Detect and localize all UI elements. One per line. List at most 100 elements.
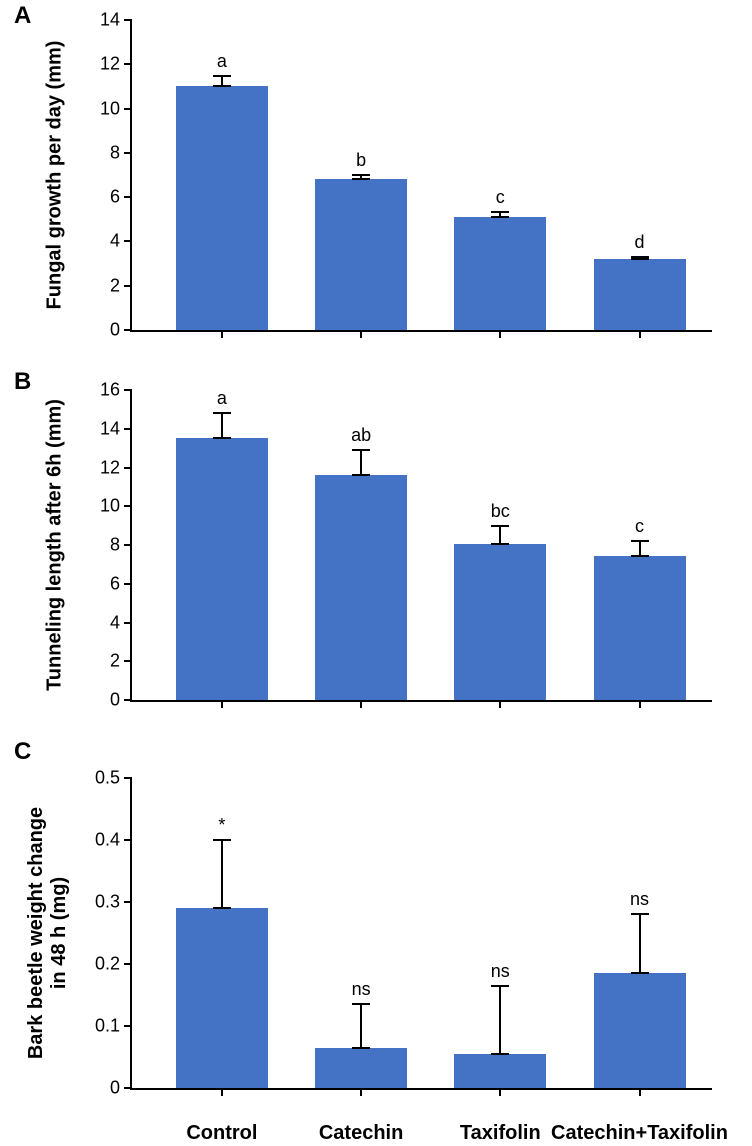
errorbar-base-cap (491, 1053, 509, 1055)
ytick (124, 901, 132, 903)
errorbar-base-cap (352, 178, 370, 180)
x-axis-label: Catechin (319, 1122, 403, 1145)
x-axis-label: Taxifolin (460, 1122, 541, 1145)
ytick-label: 12 (100, 457, 120, 478)
panel-label-b: B (14, 368, 31, 396)
errorbar-cap (631, 913, 649, 915)
errorbar-stem (221, 840, 223, 908)
xtick (221, 700, 223, 708)
ytick-label: 6 (110, 187, 120, 208)
ytick-label: 0 (110, 1078, 120, 1099)
ytick (124, 660, 132, 662)
ytick-label: 2 (110, 651, 120, 672)
xtick (221, 330, 223, 338)
errorbar-cap (352, 449, 370, 451)
ytick (124, 467, 132, 469)
panel-label-a: A (14, 2, 31, 30)
xtick (639, 1088, 641, 1096)
ytick-label: 14 (100, 418, 120, 439)
significance-label: c (496, 187, 505, 208)
ytick (124, 389, 132, 391)
ytick-label: 10 (100, 98, 120, 119)
errorbar-stem (639, 914, 641, 973)
ytick (124, 544, 132, 546)
errorbar-base-cap (213, 437, 231, 439)
errorbar-stem (639, 541, 641, 556)
xtick (499, 1088, 501, 1096)
ytick (124, 1087, 132, 1089)
significance-label: a (217, 388, 227, 409)
errorbar-cap (491, 985, 509, 987)
bar (454, 217, 546, 330)
x-axis-label: Control (186, 1122, 257, 1145)
errorbar-cap (491, 211, 509, 213)
ytick (124, 1025, 132, 1027)
errorbar-stem (221, 413, 223, 438)
significance-label: b (356, 150, 366, 171)
ytick (124, 329, 132, 331)
bar (176, 438, 268, 700)
xtick (639, 700, 641, 708)
bar (594, 556, 686, 700)
ytick-label: 4 (110, 612, 120, 633)
significance-label: a (217, 51, 227, 72)
ytick (124, 839, 132, 841)
significance-label: ab (351, 425, 371, 446)
ytick (124, 196, 132, 198)
errorbar-base-cap (631, 258, 649, 260)
errorbar-cap (213, 412, 231, 414)
errorbar-base-cap (491, 543, 509, 545)
ytick-label: 0 (110, 690, 120, 711)
y-axis-title-a: Fungal growth per day (mm) (44, 41, 67, 310)
errorbar-base-cap (213, 907, 231, 909)
ytick (124, 240, 132, 242)
errorbar-base-cap (491, 216, 509, 218)
errorbar-base-cap (631, 972, 649, 974)
ytick-label: 16 (100, 380, 120, 401)
ytick (124, 699, 132, 701)
errorbar-cap (352, 174, 370, 176)
x-axis-label: Catechin+Taxifolin (551, 1122, 728, 1145)
ytick-label: 0.2 (95, 954, 120, 975)
errorbar-stem (499, 986, 501, 1054)
ytick-label: 0.5 (95, 768, 120, 789)
ytick (124, 622, 132, 624)
xtick (360, 330, 362, 338)
ytick-label: 4 (110, 231, 120, 252)
errorbar-stem (360, 1004, 362, 1047)
bar (594, 973, 686, 1088)
ytick-label: 10 (100, 496, 120, 517)
significance-label: bc (491, 501, 510, 522)
bar (176, 86, 268, 330)
bar (594, 259, 686, 330)
ytick (124, 583, 132, 585)
ytick (124, 428, 132, 430)
y-axis-title-c: Bark beetle weight changein 48 h (mg) (25, 778, 71, 1088)
ytick (124, 505, 132, 507)
ytick (124, 285, 132, 287)
significance-label: ns (491, 961, 510, 982)
ytick (124, 777, 132, 779)
bar (315, 179, 407, 330)
significance-label: ns (352, 979, 371, 1000)
xtick (221, 1088, 223, 1096)
bar (315, 475, 407, 700)
plot-area-b: 0246810121416aabbcc (130, 390, 712, 702)
significance-label: c (635, 516, 644, 537)
ytick (124, 152, 132, 154)
xtick (360, 1088, 362, 1096)
ytick-label: 0.4 (95, 830, 120, 851)
figure-root: A02468101214abcdFungal growth per day (m… (0, 0, 752, 1146)
errorbar-stem (360, 450, 362, 475)
xtick (360, 700, 362, 708)
y-axis-title-b: Tunneling length after 6h (mm) (44, 399, 67, 691)
ytick (124, 19, 132, 21)
bar (315, 1048, 407, 1088)
errorbar-base-cap (352, 474, 370, 476)
errorbar-cap (352, 1003, 370, 1005)
ytick (124, 963, 132, 965)
ytick-label: 12 (100, 54, 120, 75)
bar (176, 908, 268, 1088)
ytick-label: 0.3 (95, 892, 120, 913)
errorbar-cap (491, 525, 509, 527)
